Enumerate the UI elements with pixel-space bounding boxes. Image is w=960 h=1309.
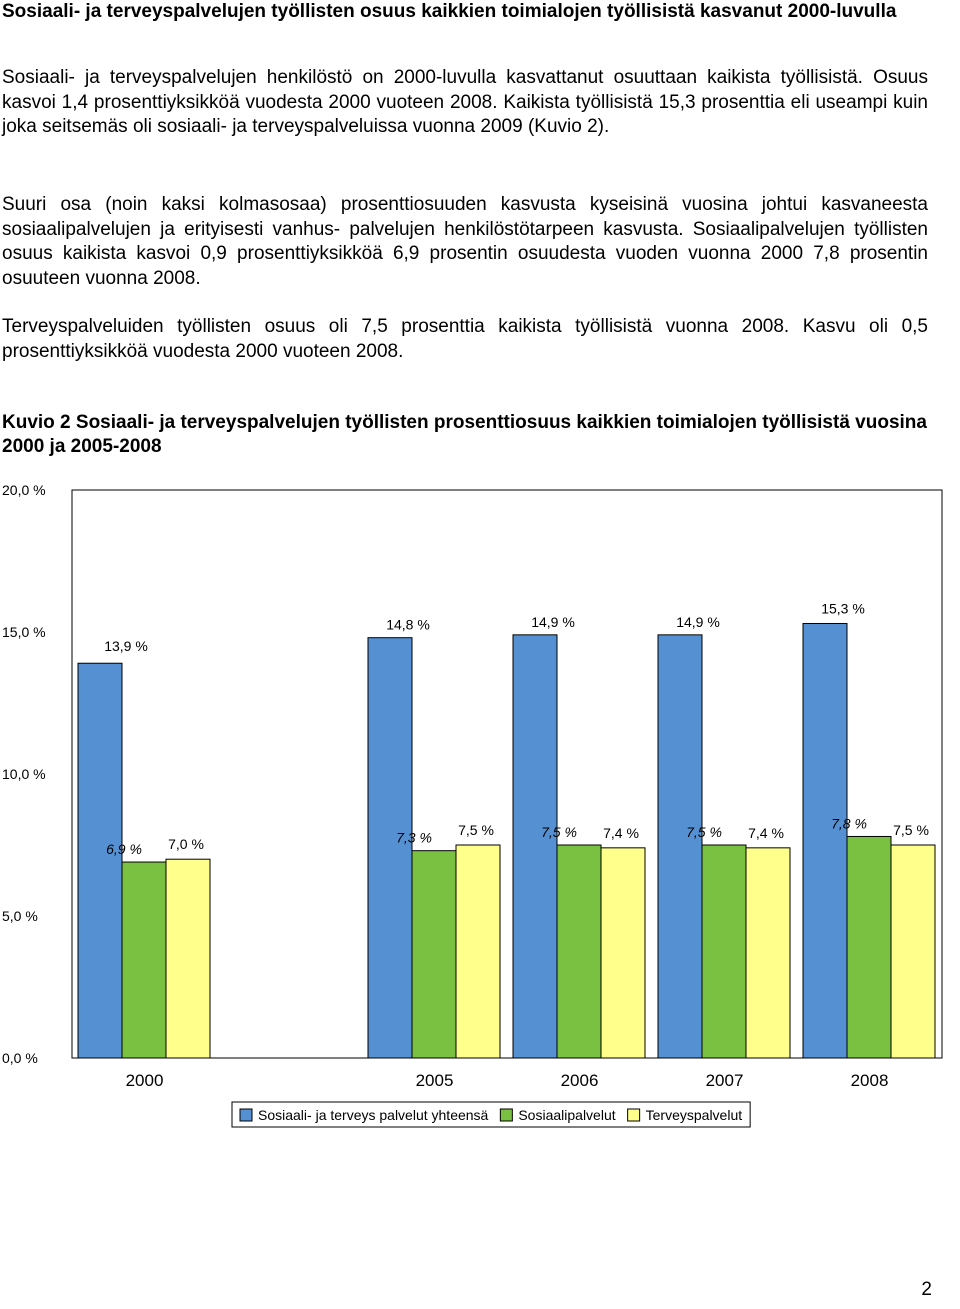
- y-tick-label: 15,0 %: [2, 624, 46, 640]
- data-label: 14,9 %: [531, 614, 575, 630]
- bar-social: [121, 861, 167, 1059]
- legend-swatch: [499, 1108, 513, 1122]
- data-label: 7,5 %: [458, 822, 494, 838]
- legend-swatch: [239, 1108, 253, 1122]
- bar-total: [657, 634, 703, 1059]
- employment-share-bar-chart: 0,0 % 5,0 % 10,0 % 15,0 % 20,0 % 2000 2005 2006…: [2, 482, 943, 1128]
- bar-social: [846, 835, 892, 1059]
- bar-health: [600, 847, 646, 1059]
- data-label: 13,9 %: [104, 638, 148, 654]
- data-label: 7,8 %: [831, 815, 867, 831]
- page-number: 2: [921, 1279, 932, 1300]
- chart-legend: Sosiaali- ja terveys palvelut yhteensä So…: [231, 1101, 751, 1128]
- page-heading: Sosiaali- ja terveyspalvelujen työlliste…: [2, 1, 897, 22]
- bar-health: [890, 844, 936, 1059]
- x-tick-label: 2006: [561, 1071, 599, 1090]
- data-label: 7,0 %: [168, 836, 204, 852]
- bar-social: [556, 844, 602, 1059]
- data-label: 7,4 %: [748, 825, 784, 841]
- bar-social: [411, 850, 457, 1059]
- x-tick-label: 2005: [416, 1071, 454, 1090]
- data-label: 7,4 %: [603, 825, 639, 841]
- data-label: 14,8 %: [386, 617, 430, 633]
- legend-swatch: [627, 1108, 641, 1122]
- paragraph-2: Suuri osa (noin kaksi kolmasosaa) prosen…: [2, 194, 928, 289]
- y-tick-label: 10,0 %: [2, 766, 46, 782]
- bar-total: [367, 637, 413, 1059]
- figure-caption: Kuvio 2 Sosiaali- ja terveyspalvelujen t…: [2, 412, 927, 457]
- chart-data-labels: 13,9 % 14,8 % 14,9 % 14,9 % 15,3 % 6,9 % 7,3 %…: [104, 600, 929, 857]
- data-label: 7,5 %: [686, 824, 722, 840]
- legend-label: Sosiaalipalvelut: [518, 1107, 615, 1123]
- chart-bars: [77, 622, 936, 1059]
- legend-label: Sosiaali- ja terveys palvelut yhteensä: [258, 1107, 489, 1123]
- bar-health: [745, 847, 791, 1059]
- bar-social: [701, 844, 747, 1059]
- y-tick-label: 20,0 %: [2, 482, 46, 498]
- legend-frame: [231, 1101, 751, 1128]
- chart-axes: 0,0 % 5,0 % 10,0 % 15,0 % 20,0 % 2000 2005 2006…: [2, 482, 943, 1090]
- data-label: 7,3 %: [396, 830, 432, 846]
- data-label: 6,9 %: [106, 841, 142, 857]
- plot-area-frame: [71, 489, 943, 1059]
- y-tick-label: 0,0 %: [2, 1050, 38, 1066]
- bar-health: [455, 844, 501, 1059]
- bar-health: [165, 858, 211, 1059]
- data-label: 15,3 %: [821, 600, 865, 616]
- paragraph-1: Sosiaali- ja terveyspalvelujen henkilöst…: [2, 67, 928, 137]
- x-tick-label: 2008: [851, 1071, 889, 1090]
- x-tick-label: 2007: [706, 1071, 744, 1090]
- y-tick-label: 5,0 %: [2, 908, 38, 924]
- data-label: 7,5 %: [541, 824, 577, 840]
- data-label: 7,5 %: [893, 822, 929, 838]
- bar-total: [802, 622, 848, 1059]
- bar-total: [77, 662, 123, 1059]
- legend-label: Terveyspalvelut: [646, 1107, 743, 1123]
- paragraph-3: Terveyspalveluiden työllisten osuus oli …: [2, 316, 928, 362]
- data-label: 14,9 %: [676, 614, 720, 630]
- bar-total: [512, 634, 558, 1059]
- x-tick-label: 2000: [126, 1071, 164, 1090]
